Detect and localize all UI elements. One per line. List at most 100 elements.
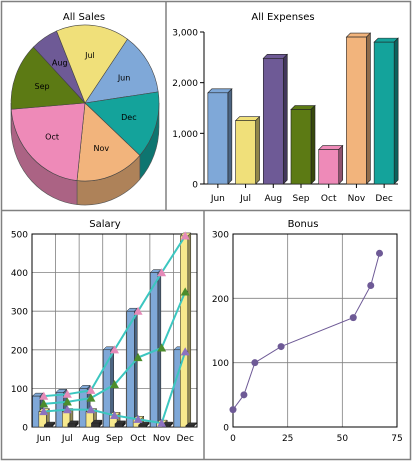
salary-bar: [79, 388, 88, 428]
expenses-bar-side: [227, 88, 233, 185]
salary-line-marker: [180, 347, 190, 356]
bonus-y-tick-label: 0: [223, 424, 229, 434]
expenses-bar-side: [310, 104, 316, 185]
salary-y-tick-label: 0: [22, 424, 28, 434]
expenses-bar-jul: [235, 120, 256, 185]
expenses-bar-aug: [262, 58, 284, 185]
bonus-plot-border: [232, 233, 398, 428]
salary-line-marker: [110, 345, 119, 354]
salary-line-marker: [110, 380, 119, 389]
expenses-x-label-nov: Nov: [348, 194, 366, 204]
bonus-x-tick-label: 75: [391, 434, 402, 444]
salary-line-marker: [86, 393, 96, 402]
salary-line-marker: [180, 231, 190, 240]
expenses-bar-sep: [290, 109, 312, 185]
bonus-y-tick-label: 200: [212, 295, 229, 305]
salary-y-tick-label: 300: [11, 308, 28, 318]
pie-label-aug: Aug: [52, 59, 68, 68]
bonus-scatter-chart: 0 100 200 300 0 25 50 75: [212, 231, 403, 445]
salary-bar: [138, 424, 147, 428]
salary-y-tick-label: 100: [11, 385, 28, 395]
expenses-bar-side: [255, 115, 260, 185]
salary-bar: [91, 422, 100, 428]
salary-line-marker: [133, 414, 143, 423]
expenses-x-label-oct: Oct: [321, 194, 337, 204]
salary-line-marker: [62, 389, 72, 398]
bonus-x-tick-label: 25: [282, 434, 293, 444]
expenses-bar-jun: [207, 92, 229, 185]
expenses-chart-title: All Expenses: [251, 12, 314, 23]
salary-line-marker: [39, 407, 49, 416]
pie-slice-dec: [84, 91, 160, 156]
salary-x-label-jun: Jun: [36, 434, 51, 444]
salary-line-marker: [133, 353, 143, 362]
pie-label-sep: Sep: [35, 82, 50, 91]
salary-x-label-aug: Aug: [82, 434, 100, 444]
salary-line-marker: [39, 399, 49, 408]
salary-bar: [67, 423, 76, 428]
salary-line-marker: [157, 343, 167, 352]
expenses-y-tick-label: 2,000: [172, 79, 198, 89]
bonus-point: [240, 391, 248, 399]
expenses-x-label-dec: Dec: [375, 194, 392, 204]
salary-bar: [180, 235, 189, 428]
expenses-y-tick-label: 1,000: [172, 130, 198, 140]
salary-bar-side: [134, 307, 138, 428]
bonus-point: [251, 359, 259, 367]
bonus-point: [277, 343, 285, 351]
salary-y-tick-label: 400: [11, 269, 28, 279]
salary-bar: [44, 424, 53, 428]
expenses-bar-dec: [373, 41, 395, 185]
sales-pie-title: All Sales: [63, 12, 105, 23]
salary-line-marker: [39, 391, 49, 400]
expenses-bar-side: [366, 32, 371, 185]
bonus-x-tick-label: 0: [230, 434, 236, 444]
expenses-x-label-aug: Aug: [264, 194, 282, 204]
expenses-bar-side: [393, 37, 399, 185]
bonus-panel: Bonus 0 100 200 300 0 25 50 75: [212, 219, 403, 444]
expenses-x-label-sep: Sep: [293, 194, 310, 204]
pie-slice-sep: [10, 46, 86, 110]
salary-y-tick-label: 500: [11, 231, 28, 241]
expenses-y-tick-label: 0: [192, 181, 198, 191]
salary-chart: 0 100 200 300 400 500 Jun Jul Aug Sep Oct Nov Dec: [11, 231, 198, 444]
salary-line-marker: [133, 306, 143, 315]
expenses-x-label-jun: Jun: [210, 194, 225, 204]
bonus-point: [229, 406, 237, 414]
expenses-bar-nov: [346, 36, 367, 185]
salary-x-label-dec: Dec: [177, 434, 194, 444]
pie-slice-oct: [10, 102, 86, 181]
pie-label-dec: Dec: [121, 113, 136, 122]
bonus-point: [367, 281, 375, 289]
pie-label-jul: Jul: [84, 51, 95, 60]
sales-pie: Jun Dec Nov Oct Sep Aug Jul: [10, 24, 160, 206]
bonus-x-tick-label: 50: [337, 434, 349, 444]
expenses-bar-oct: [318, 149, 340, 185]
salary-bar-side: [187, 232, 192, 428]
salary-x-label-oct: Oct: [130, 434, 146, 444]
salary-panel: Salary 0 100 200 300 400 500 Jun Jul Aug Sep Oct No…: [11, 219, 198, 444]
bonus-point: [376, 249, 384, 257]
sales-pie-panel: All Sales Jun Dec Nov Oct Sep Aug Jul: [10, 12, 160, 206]
bonus-point: [349, 314, 357, 322]
expenses-bar-side: [282, 53, 288, 185]
salary-line-marker: [157, 418, 167, 427]
bonus-y-tick-label: 100: [212, 359, 229, 369]
salary-line-marker: [157, 268, 167, 277]
salary-line-marker: [86, 385, 96, 394]
salary-y-tick-label: 200: [11, 346, 28, 356]
salary-x-label-nov: Nov: [153, 434, 171, 444]
salary-line-marker: [86, 405, 96, 414]
pie-label-oct: Oct: [45, 133, 59, 142]
salary-x-label-sep: Sep: [106, 434, 123, 444]
salary-line-marker: [62, 405, 72, 414]
pie-slice-jun: [84, 38, 159, 104]
pie-slice-nov: [76, 102, 141, 182]
salary-bar: [114, 423, 123, 428]
salary-bar: [185, 425, 194, 428]
salary-line-marker: [110, 410, 119, 420]
bonus-chart-title: Bonus: [288, 219, 319, 230]
expenses-bar-panel: All Expenses 0 1,000 2,000 3,000 Jun Jul Aug Se…: [172, 12, 399, 204]
pie-label-jun: Jun: [117, 74, 131, 83]
pie-slice-jul: [56, 24, 128, 104]
